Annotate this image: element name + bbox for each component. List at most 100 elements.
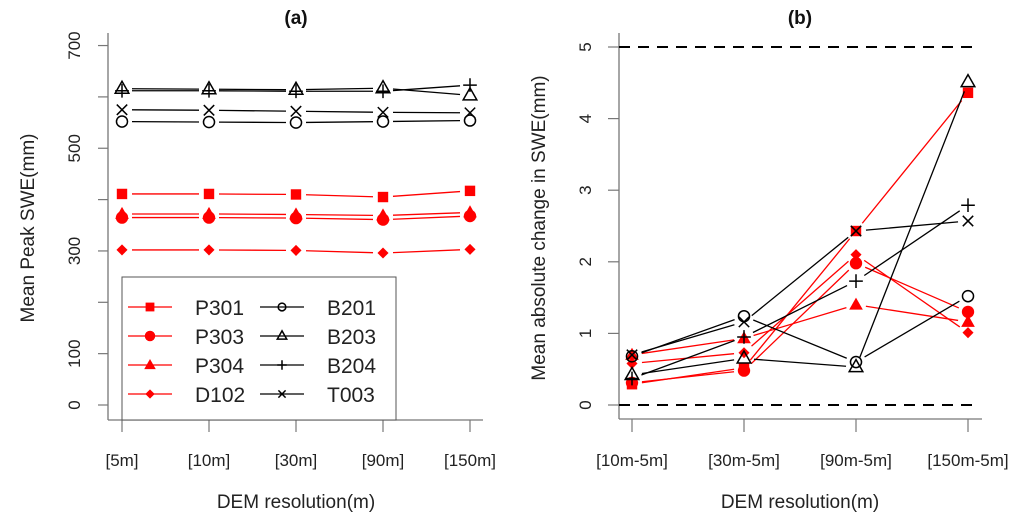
panel-a-y-tick-label: 0	[65, 400, 84, 409]
panel-a-b203-point-5	[461, 86, 479, 101]
panel-b-p303-line-segment-3	[864, 266, 960, 309]
panel-b-b204-line-segment-3	[863, 210, 961, 277]
panel-b-x-tick-label: [150m-5m]	[927, 451, 1008, 470]
panel-b-t003-point-2	[738, 316, 750, 328]
panel-a-p304-point-4	[376, 208, 390, 221]
panel-b-y-label: Mean absolute change in SWE(mm)	[529, 75, 550, 380]
panel-a-b203-line-segment-3	[305, 87, 374, 91]
panel-a-d102-point-5	[464, 243, 476, 255]
panel-a-y-label: Mean Peak SWE(mm)	[18, 134, 39, 323]
panel-b-d102-point-3	[850, 249, 862, 261]
panel-a-t003-line-segment-3	[305, 110, 374, 113]
panel-b-t003-point-3	[850, 225, 862, 237]
panel-b-b201-point-4	[961, 289, 975, 303]
legend-label: D102	[195, 384, 245, 407]
legend-label: B201	[327, 297, 376, 320]
legend-label: P304	[195, 355, 244, 378]
panel-a-t003-point-3	[290, 105, 302, 118]
panel-b-d102-line-segment-3	[863, 259, 961, 328]
panel-a-d102-point-2	[203, 244, 215, 256]
panel-b-b204-point-1	[625, 371, 639, 386]
panel-a-x-tick-label: [5m]	[105, 451, 138, 470]
panel-a-b201-point-4	[376, 115, 390, 128]
panel-a-p301-point-1	[116, 188, 128, 200]
panel-a-t003-point-5	[464, 107, 476, 119]
panel-b-t003-line-segment-1	[641, 324, 735, 353]
panel-b-b204-point-2	[737, 330, 751, 344]
panel-a-y-ticks: 0 100 300 500 700	[65, 31, 108, 410]
panel-a-p304-line-segment-3	[305, 213, 374, 217]
panel-b-p301-line-segment-2	[749, 238, 851, 361]
panel-b: (b) 0 1 2 3 4 5 [10m-5m] [30m-5m] [90m-5m] [150m…	[529, 8, 1009, 513]
legend-box	[121, 276, 397, 421]
panel-a-series-b204	[115, 78, 477, 99]
panel-b-p304-point-4	[961, 314, 975, 327]
panel-a-d102-point-1	[116, 244, 128, 256]
panel-a-x-label: DEM resolution(m)	[217, 492, 375, 513]
panel-b-b201-line-segment-2	[753, 319, 847, 359]
panel-a-y-tick-label: 700	[65, 31, 84, 59]
panel-b-b203-point-4	[959, 73, 977, 88]
panel-b-b203-point-3	[847, 358, 865, 373]
panel-a-p304-point-1	[115, 206, 129, 219]
panel-b-p303-line-segment-2	[750, 269, 850, 365]
panel-b-p304-line-segment-3	[865, 305, 959, 322]
panel-b-b201-point-3	[849, 355, 863, 369]
panel-a-p304-point-2	[202, 206, 216, 219]
panel-a-series-p304	[115, 205, 477, 221]
panel-b-p303-point-2	[737, 364, 751, 377]
legend-marker-filled-square	[145, 302, 155, 312]
panel-a-b204-point-4	[376, 84, 390, 99]
panel-b-y-tick-label: 4	[576, 114, 595, 123]
panel-b-b203-line-segment-1	[641, 359, 735, 375]
panel-b-p303-point-3	[849, 257, 863, 270]
panel-a-y-tick-label: 500	[65, 134, 84, 162]
panel-a-p304-point-5	[463, 205, 477, 218]
panel-b-p303-point-4	[961, 305, 975, 319]
panel-a-series-t003	[116, 104, 476, 119]
legend-item-d102: D102	[128, 384, 245, 407]
panel-a-x-ticks: [5m] [10m] [30m] [90m] [150m]	[105, 420, 496, 470]
panel-b-t003-point-4	[962, 215, 974, 227]
panel-b-x-tick-label: [30m-5m]	[708, 451, 780, 470]
panel-b-y-tick-label: 0	[576, 400, 595, 409]
panel-b-series	[623, 73, 977, 390]
panel-a-b201-point-3	[289, 116, 303, 129]
legend-marker-filled-circle	[144, 330, 156, 342]
panel-a-p301-point-3	[290, 189, 302, 200]
panel-b-t003-line-segment-3	[865, 221, 959, 231]
legend-item-p304: P304	[128, 355, 244, 378]
panel-a-p301-line-segment-4	[392, 190, 461, 197]
panel-b-x-ticks: [10m-5m] [30m-5m] [90m-5m] [150m-5m]	[596, 419, 1009, 470]
panel-a-p301-point-2	[203, 188, 215, 200]
panel-a-d102-point-3	[290, 244, 302, 256]
legend-marker-plus	[277, 360, 287, 370]
panel-a-b204-point-2	[202, 83, 216, 98]
legend-marker-filled-diamond	[145, 389, 155, 399]
panel-b-y-tick-label: 3	[576, 185, 595, 194]
panel-a-b201-line-segment-4	[392, 119, 461, 123]
panel-a-d102-point-4	[377, 247, 389, 259]
panel-a-t003-line-segment-2	[218, 109, 287, 112]
panel-b-x-tick-label: [90m-5m]	[820, 451, 892, 470]
panel-b-t003-line-segment-2	[751, 236, 849, 317]
panel-b-y-tick-label: 5	[576, 42, 595, 51]
legend: P301 P303 P304 D102 B201 B203 B204 T003	[121, 276, 397, 421]
panel-b-b201-point-1	[625, 350, 639, 363]
panel-b-b201-point-2	[737, 309, 751, 323]
panel-a-d102-line-segment-4	[392, 249, 461, 254]
panel-a-x-tick-label: [90m]	[362, 451, 405, 470]
panel-a-series-b201	[115, 114, 477, 129]
panel-a-p301-point-5	[464, 185, 476, 197]
legend-marker-open-triangle	[275, 329, 289, 340]
legend-marker-cross	[277, 389, 287, 399]
legend-item-t003: T003	[260, 384, 375, 407]
panel-b-b204-point-4	[961, 198, 975, 213]
legend-label: T003	[327, 384, 375, 407]
panel-b-series-p301	[626, 87, 974, 390]
panel-a-p303-line-segment-4	[392, 215, 461, 220]
legend-marker-filled-triangle	[144, 358, 156, 370]
panel-b-p304-point-3	[849, 297, 863, 310]
panel-a-y-tick-label: 300	[65, 237, 84, 265]
